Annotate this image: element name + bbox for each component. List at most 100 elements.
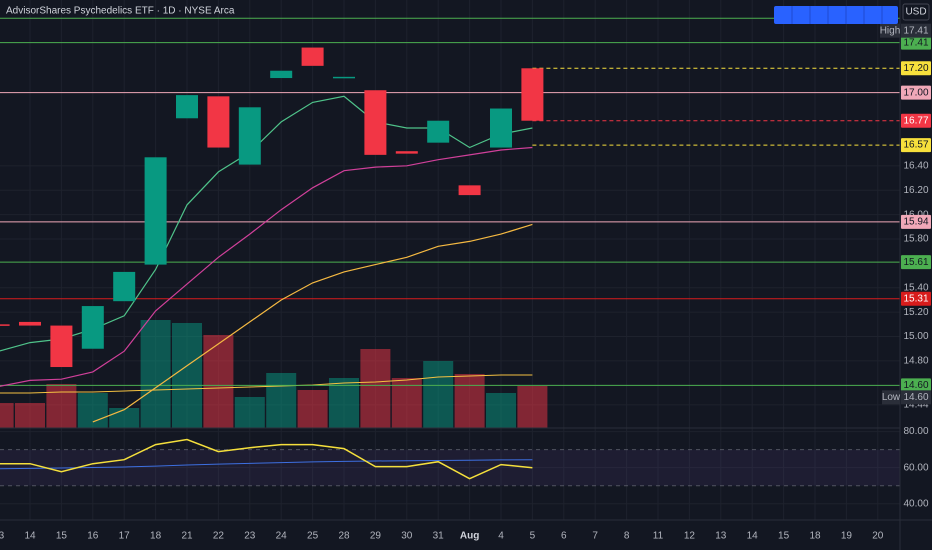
volume-bar: [234, 397, 265, 428]
candle-body: [458, 185, 481, 196]
x-tick-label: 7: [592, 531, 598, 542]
level-label-box: [901, 378, 931, 393]
high-value: 17.41: [903, 25, 928, 36]
x-tick-label: 8: [624, 531, 630, 542]
x-tick-label: 30: [401, 531, 413, 542]
x-tick-label: 16: [87, 531, 99, 542]
candle-body: [490, 108, 512, 148]
x-tick-label: 12: [684, 531, 696, 542]
level-label-box: [901, 138, 931, 153]
volume-bar: [46, 384, 77, 428]
volume-bar: [140, 320, 171, 428]
low-value-box: [901, 390, 931, 405]
x-tick-label: 21: [181, 531, 193, 542]
candles-layer: [0, 47, 544, 368]
x-tick-label: 17: [119, 531, 131, 542]
x-tick-label: 20: [872, 531, 884, 542]
moving-average: [92, 223, 533, 423]
rsi-line: [0, 438, 533, 480]
level-label-box: [901, 35, 931, 50]
rsi-layer: [0, 438, 900, 487]
low-box: [882, 390, 900, 405]
level-label: 14.60: [903, 380, 928, 391]
volume-bar: [109, 408, 140, 428]
x-tick-label: 25: [307, 531, 319, 542]
x-tick-label: 28: [338, 531, 350, 542]
volume-ma-line: [0, 374, 533, 394]
toolbar-buttons[interactable]: [774, 6, 898, 24]
y-tick-label: 16.40: [903, 160, 928, 171]
volume-bar: [517, 386, 548, 428]
candle-body: [207, 96, 230, 148]
volume-layer: [0, 320, 548, 428]
x-tick-label: 18: [150, 531, 162, 542]
volume-bar: [266, 373, 297, 428]
y-tick-label: 15.40: [903, 282, 928, 293]
candle-body: [50, 325, 73, 368]
x-tick-label: 14: [24, 531, 36, 542]
currency-box[interactable]: [902, 3, 930, 21]
level-label-box: [901, 214, 931, 229]
high-box: [880, 23, 900, 38]
x-tick-label: 23: [244, 531, 256, 542]
candle-body: [301, 47, 324, 66]
candle-body: [81, 306, 104, 349]
level-label: 15.94: [903, 217, 928, 228]
y-tick-label: 16.00: [903, 209, 928, 220]
rsi-ma-line: [0, 459, 533, 470]
volume-bar: [172, 323, 202, 428]
x-tick-label: 31: [433, 531, 445, 542]
volume-bar: [360, 349, 391, 428]
level-label: 15.31: [903, 293, 928, 304]
volume-bar: [0, 403, 14, 428]
x-tick-label: 15: [778, 531, 790, 542]
candle-body: [427, 120, 450, 143]
level-label: 16.57: [903, 140, 928, 151]
volume-bar: [77, 393, 108, 428]
rsi-tick-label: 80.00: [903, 426, 928, 437]
level-label-box: [901, 113, 931, 128]
x-tick-label: 4: [498, 531, 504, 542]
currency: USD: [905, 7, 926, 18]
x-tick-label: 13: [715, 531, 727, 542]
candle-body: [0, 324, 10, 326]
toolbar[interactable]: [774, 6, 898, 24]
level-label: 16.77: [903, 115, 928, 126]
y-tick-label: 16.20: [903, 185, 928, 196]
y-tick-label: 14.80: [903, 356, 928, 367]
y-tick-label: 15.80: [903, 234, 928, 245]
level-label-box: [901, 291, 931, 306]
candle-body: [176, 95, 198, 119]
y-tick-label: 15.00: [903, 331, 928, 342]
candle-body: [19, 321, 41, 326]
volume-bar: [15, 403, 45, 428]
candle-body: [333, 76, 355, 79]
x-tick-label: 5: [530, 531, 536, 542]
candle-body: [521, 68, 544, 121]
volume-bar: [329, 378, 359, 428]
volume-bar: [486, 393, 516, 428]
x-tick-label: 15: [56, 531, 68, 542]
low-value: 14.60: [903, 392, 928, 403]
volume-bar: [203, 335, 234, 428]
candle-body: [364, 90, 387, 155]
candle-body: [395, 151, 418, 154]
volume-bar: [297, 390, 328, 428]
x-tick-label: 6: [561, 531, 567, 542]
grid: [0, 0, 900, 520]
axis-layer: 13 14 15 16 17 18 21 22 23 24 25 28 29 30 31 Aug 4 5 6 7 8 11…: [0, 23, 931, 542]
rsi-tick-label: 60.00: [903, 462, 928, 473]
volume-bar: [454, 374, 485, 428]
level-label-box: [901, 85, 931, 100]
low-label: Low: [882, 392, 901, 403]
level-label-box: [901, 255, 931, 270]
y-tick-label: 15.20: [903, 307, 928, 318]
level-label: 17.41: [903, 37, 928, 48]
candle-body: [238, 107, 261, 165]
level-label: 17.20: [903, 63, 928, 74]
x-tick-label: 29: [370, 531, 382, 542]
level-label-box: [901, 61, 931, 76]
candle-body: [144, 157, 167, 265]
